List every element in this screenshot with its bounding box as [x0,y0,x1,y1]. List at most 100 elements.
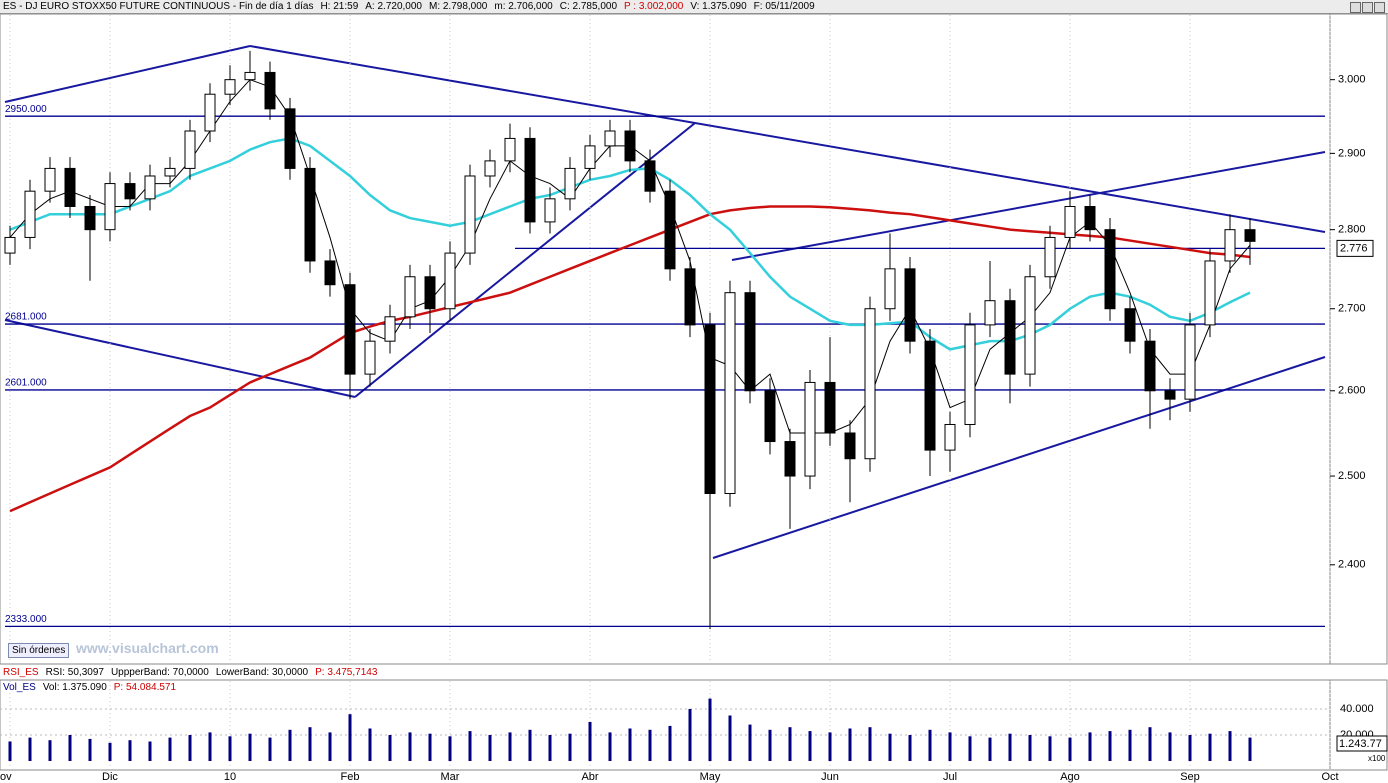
volume-bar [1248,737,1252,761]
candle-body [144,175,156,200]
level-label: 2333.000 [5,614,47,625]
volume-bar [948,732,952,761]
volume-bar [1108,731,1112,761]
candle-body [824,381,836,434]
volume-bar [328,732,332,761]
volume-bar [1068,737,1072,761]
candle-body [724,292,736,495]
candle-body [484,160,496,177]
candle-body [84,205,96,231]
volume-marker: 1.243.77 [1339,738,1382,750]
candle-body [1024,276,1036,375]
candle-body [584,145,596,169]
candle-body [904,268,916,342]
volume-bar [1028,734,1032,761]
candle-body [424,276,436,310]
candle-body [1104,229,1116,310]
volume-bar [168,737,172,761]
volume-bar [1208,733,1212,761]
volume-bar [548,734,552,761]
volume-bar [1128,729,1132,761]
candle-body [344,284,356,375]
candle-body [1084,205,1096,231]
window-button[interactable] [1374,2,1385,13]
volume-bar [868,727,872,761]
candle-body [264,71,276,110]
volume-bar [388,734,392,761]
volume-bar [528,729,532,761]
volume-bar [1148,727,1152,761]
volume-bar [1188,734,1192,761]
window-button[interactable] [1362,2,1373,13]
volume-bar [128,740,132,761]
volume-bar [1008,733,1012,761]
volume-axis-panel [1329,679,1388,771]
volume-bar [908,734,912,761]
candle-body [444,252,456,310]
volume-bar [488,734,492,761]
volume-bar [1168,732,1172,761]
volume-bar [608,732,612,761]
candle-body [944,423,956,451]
volume-bar [568,733,572,761]
info-field: C: 2.785,000 [559,1,617,12]
candle-body [364,340,376,375]
candle-body [1244,229,1256,242]
candle-body [104,183,116,231]
x-tick-label: Feb [341,771,360,783]
trendline [4,45,251,103]
volume-bar [768,729,772,761]
orders-button[interactable]: Sin órdenes [8,643,70,658]
indicator-field: RSI: 50,3097 [45,666,104,678]
indicator-field: P: 54.084.571 [113,681,177,693]
volume-bar [1228,731,1232,761]
candle-body [504,137,516,162]
indicator-field: Vol_ES [3,681,36,693]
candle-body [764,390,776,443]
volume-bar [728,715,732,761]
candle-body [884,268,896,310]
candle-body [924,340,936,451]
candle-body [1144,340,1156,392]
candle-body [544,198,556,223]
indicator-field: P: 3.475,7143 [315,666,378,678]
volume-bar [988,737,992,761]
last-price-box [1336,239,1374,257]
y-tick-label: 2.400 [1338,559,1366,571]
candle-body [1044,236,1056,278]
x-tick-label: May [700,771,721,783]
volume-bar [268,737,272,761]
info-field: P : 3.002,000 [624,1,684,12]
candle-body [1204,260,1216,326]
candle-body [1184,324,1196,400]
candle-body [284,108,296,169]
candle-body [564,167,576,200]
window-button[interactable] [1350,2,1361,13]
trendline [4,319,356,398]
volume-bar [968,736,972,761]
info-field: H: 21:59 [320,1,359,12]
volume-bar [448,736,452,761]
x-tick-label: Sep [1180,771,1200,783]
candle-body [644,160,656,192]
candle-body [4,236,16,254]
y-tick-label: 2.800 [1338,224,1366,236]
y-tick-label: 2.500 [1338,470,1366,482]
candle-body [164,167,176,177]
x-tick-label: Ago [1060,771,1080,783]
candle-body [204,93,216,132]
indicator-field: Vol: 1.375.090 [42,681,107,693]
candle-body [664,190,676,270]
rsi-header: RSI_ES RSI: 50,3097 UppperBand: 70,0000 Low… [0,666,1330,678]
y-tick-label: 3.000 [1338,74,1366,86]
volume-scale: x100 [1368,754,1386,763]
volume-bar [428,733,432,761]
volume-bar [508,732,512,761]
volume-bar [88,738,92,761]
candle-body [604,130,616,147]
candle-body [704,324,716,495]
volume-bar [148,741,152,761]
info-field: A: 2.720,000 [365,1,422,12]
